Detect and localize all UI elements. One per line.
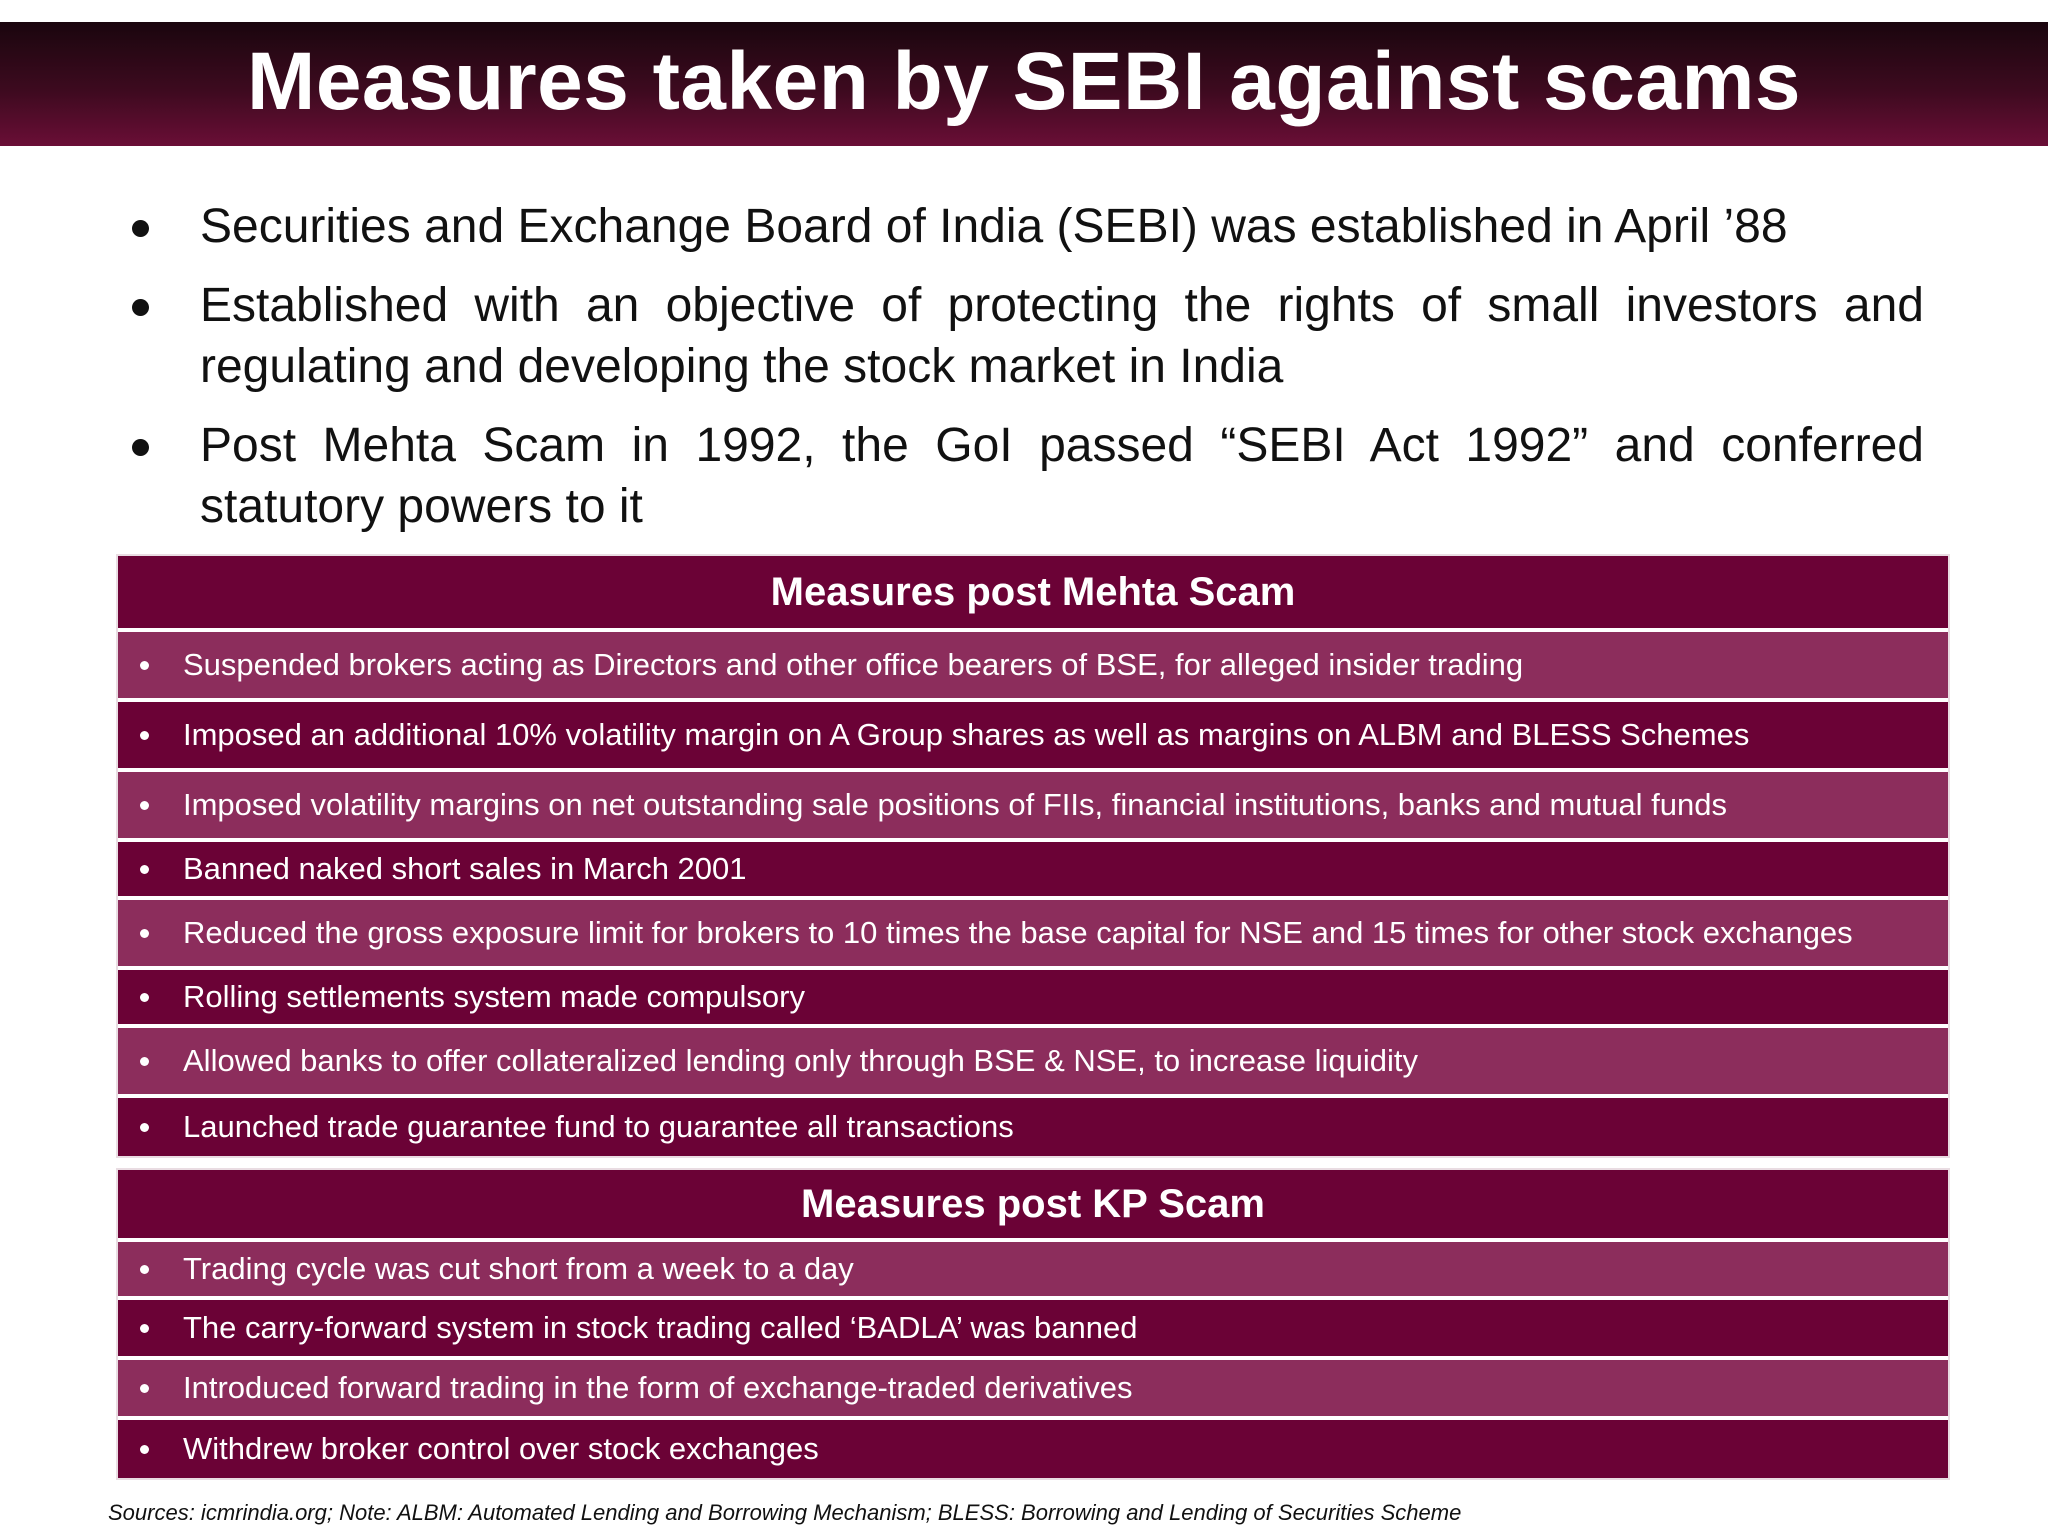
table-row-text: Withdrew broker control over stock excha…: [183, 1431, 819, 1466]
intro-bullet-text: Securities and Exchange Board of India (…: [200, 200, 1788, 253]
bullet-dot-icon: [140, 1122, 149, 1132]
mehta-table-header: Measures post Mehta Scam: [118, 556, 1948, 632]
table-row: Suspended brokers acting as Directors an…: [118, 632, 1948, 702]
table-row-text: Rolling settlements system made compulso…: [183, 979, 805, 1014]
table-row: The carry-forward system in stock tradin…: [118, 1300, 1948, 1360]
bullet-dot-icon: [140, 730, 149, 740]
table-row-text: Banned naked short sales in March 2001: [183, 851, 747, 886]
bullet-dot-icon: [140, 928, 149, 938]
intro-bullet-item: Securities and Exchange Board of India (…: [118, 196, 1924, 257]
bullet-dot-icon: [132, 439, 149, 456]
bullet-dot-icon: [140, 992, 149, 1002]
bullet-dot-icon: [140, 660, 149, 670]
page-title: Measures taken by SEBI against scams: [247, 36, 1801, 127]
table-row: Imposed volatility margins on net outsta…: [118, 772, 1948, 842]
table-row: Allowed banks to offer collateralized le…: [118, 1028, 1948, 1098]
table-row: Reduced the gross exposure limit for bro…: [118, 900, 1948, 970]
intro-bullet-text: Post Mehta Scam in 1992, the GoI passed …: [200, 419, 1924, 533]
table-row: Imposed an additional 10% volatility mar…: [118, 702, 1948, 772]
intro-bullet-item: Established with an objective of protect…: [118, 275, 1924, 397]
bullet-dot-icon: [140, 864, 149, 874]
bullet-dot-icon: [132, 220, 149, 237]
intro-bullet-text: Established with an objective of protect…: [200, 279, 1924, 393]
bullet-dot-icon: [140, 1264, 149, 1274]
kp-measures-table: Measures post KP Scam Trading cycle was …: [118, 1170, 1948, 1478]
table-row-text: The carry-forward system in stock tradin…: [183, 1310, 1138, 1345]
intro-bullet-list: Securities and Exchange Board of India (…: [118, 196, 1924, 555]
bullet-dot-icon: [140, 1383, 149, 1393]
bullet-dot-icon: [140, 800, 149, 810]
table-row-text: Suspended brokers acting as Directors an…: [183, 647, 1524, 682]
table-row: Launched trade guarantee fund to guarant…: [118, 1098, 1948, 1156]
kp-table-header: Measures post KP Scam: [118, 1170, 1948, 1242]
bullet-dot-icon: [140, 1323, 149, 1333]
table-row-text: Introduced forward trading in the form o…: [183, 1370, 1133, 1405]
bullet-dot-icon: [140, 1056, 149, 1066]
table-row: Rolling settlements system made compulso…: [118, 970, 1948, 1028]
table-row: Banned naked short sales in March 2001: [118, 842, 1948, 900]
table-row-text: Imposed volatility margins on net outsta…: [183, 787, 1727, 822]
table-row-text: Launched trade guarantee fund to guarant…: [183, 1109, 1014, 1144]
table-row: Trading cycle was cut short from a week …: [118, 1242, 1948, 1300]
table-row: Introduced forward trading in the form o…: [118, 1360, 1948, 1420]
mehta-measures-table: Measures post Mehta Scam Suspended broke…: [118, 556, 1948, 1156]
table-row-text: Reduced the gross exposure limit for bro…: [183, 915, 1853, 950]
bullet-dot-icon: [132, 299, 149, 316]
title-bar: Measures taken by SEBI against scams: [0, 22, 2048, 146]
table-row: Withdrew broker control over stock excha…: [118, 1420, 1948, 1478]
table-row-text: Imposed an additional 10% volatility mar…: [183, 717, 1750, 752]
table-row-text: Allowed banks to offer collateralized le…: [183, 1043, 1418, 1078]
sources-note: Sources: icmrindia.org; Note: ALBM: Auto…: [108, 1500, 1462, 1525]
bullet-dot-icon: [140, 1444, 149, 1454]
intro-bullet-item: Post Mehta Scam in 1992, the GoI passed …: [118, 415, 1924, 537]
table-row-text: Trading cycle was cut short from a week …: [183, 1251, 854, 1286]
